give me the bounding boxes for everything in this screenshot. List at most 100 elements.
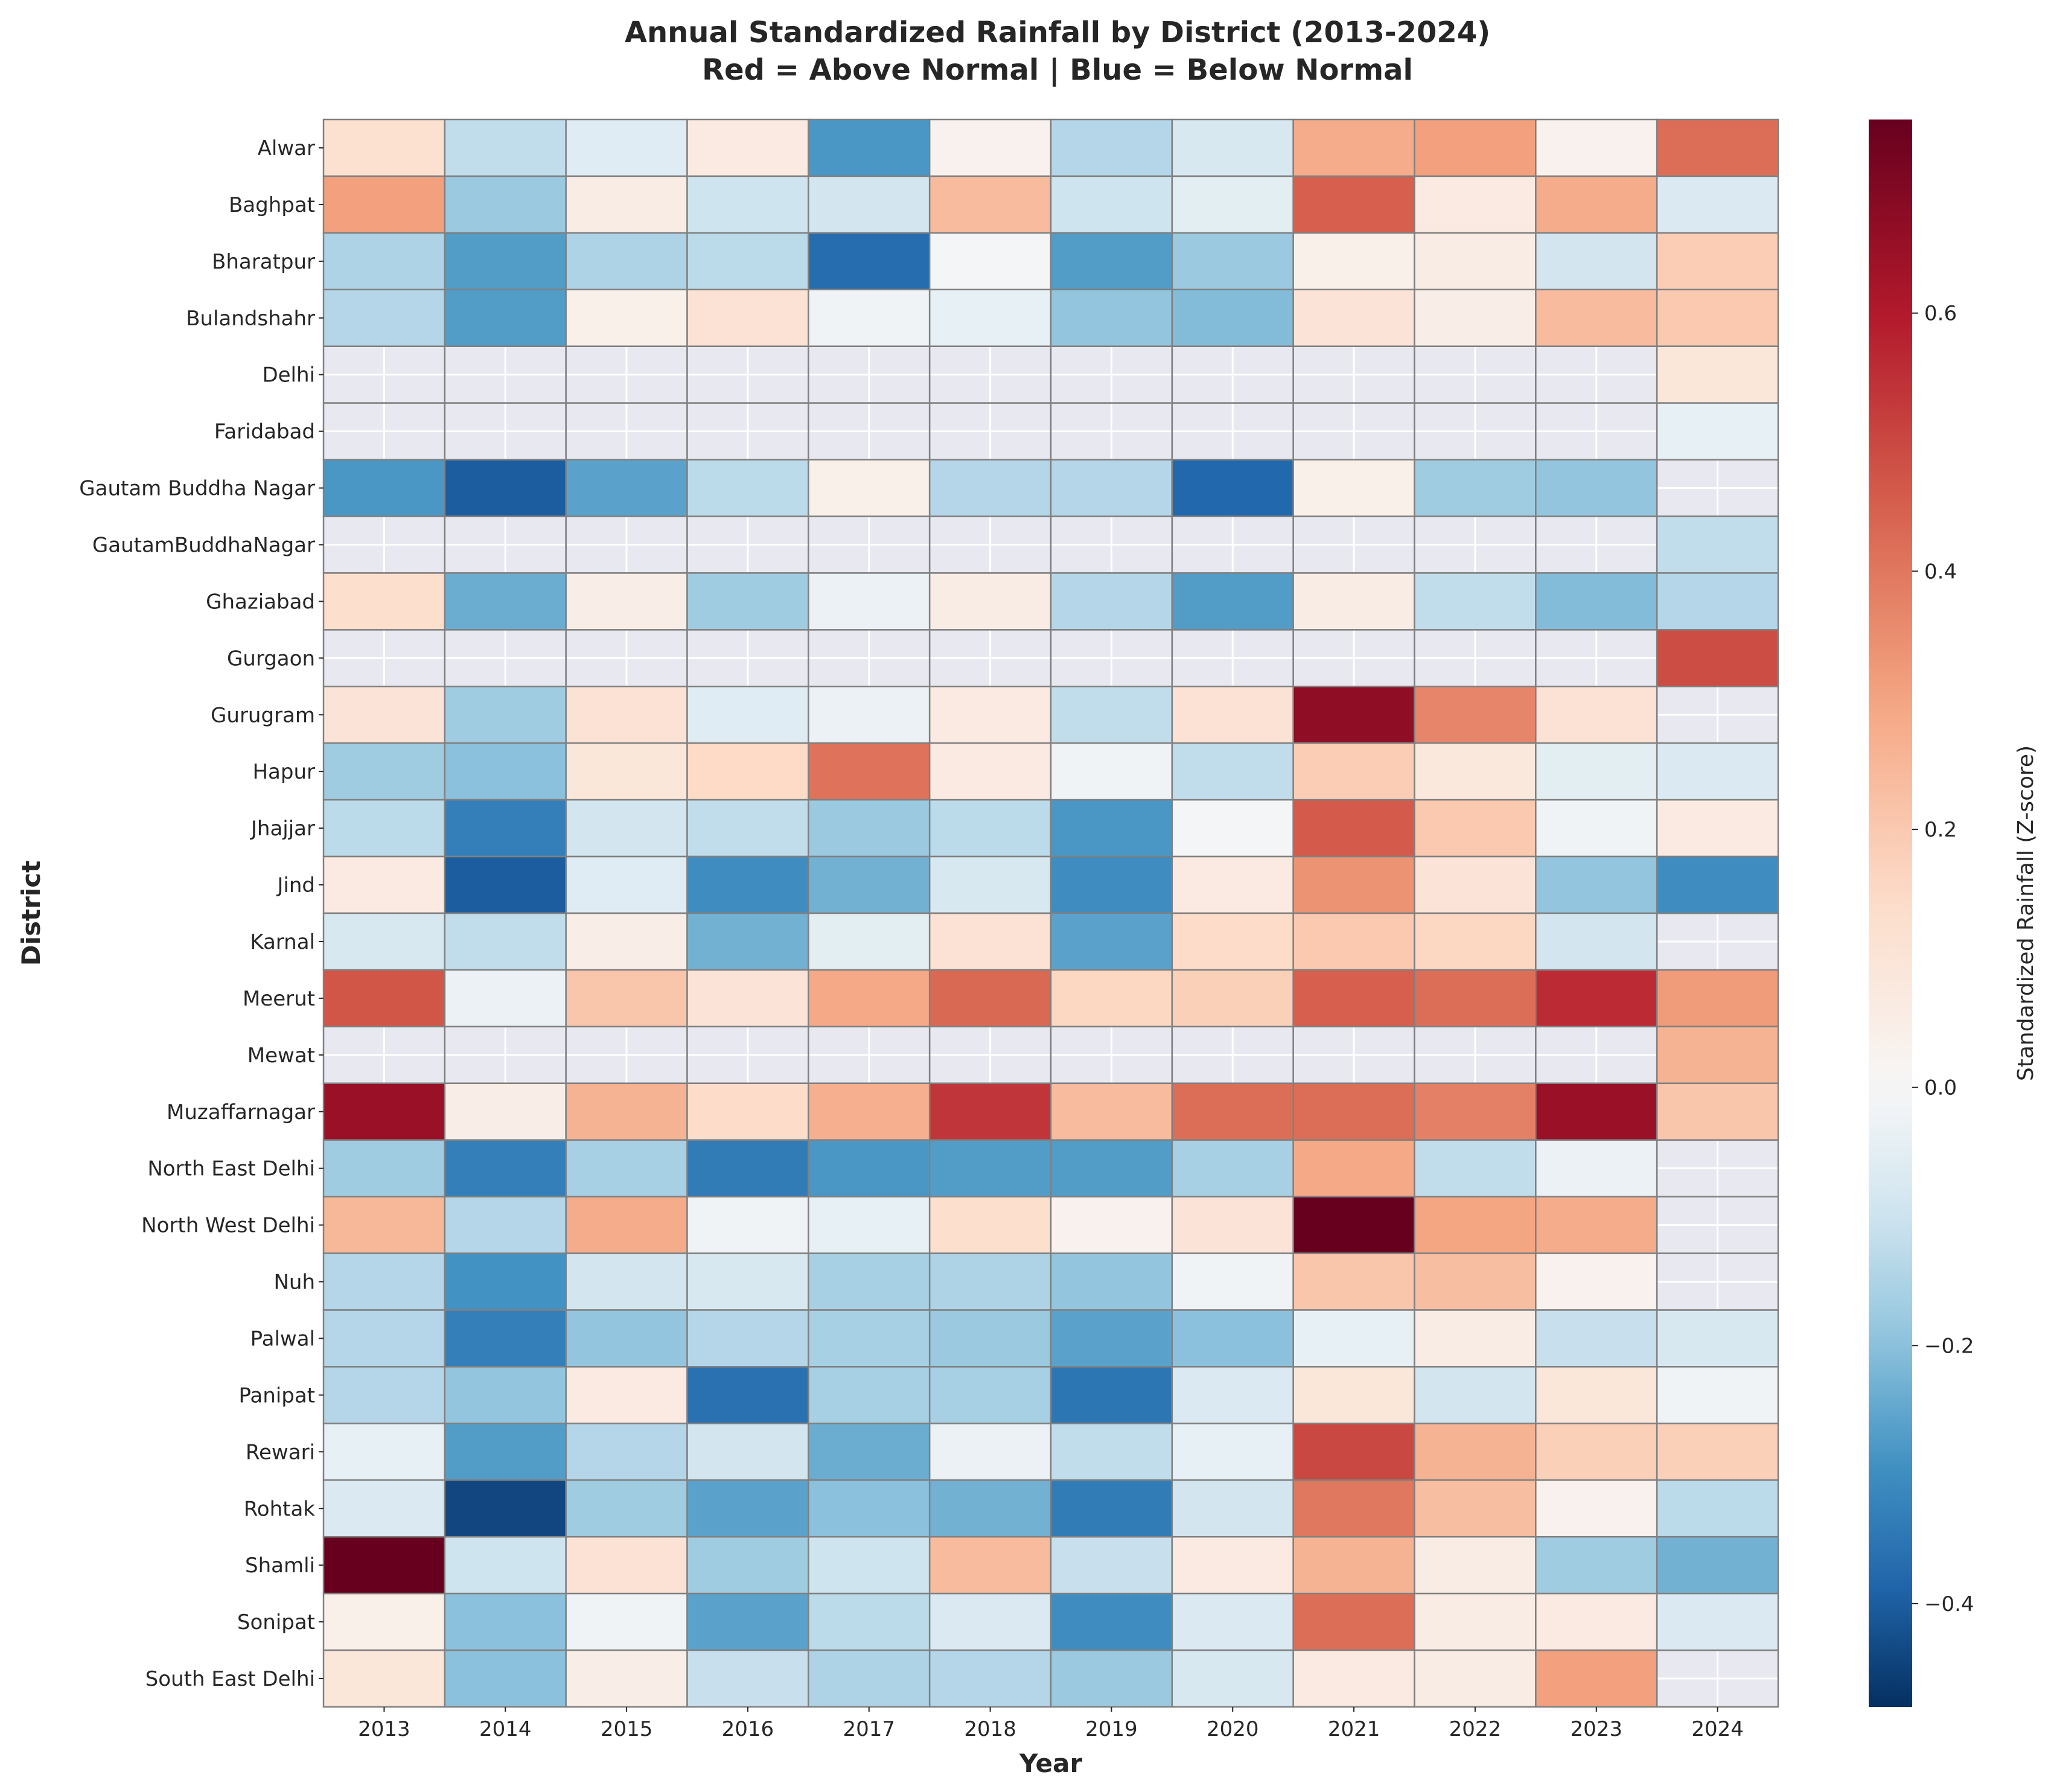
heatmap-cell bbox=[1414, 1535, 1537, 1595]
heatmap-cell bbox=[1050, 1196, 1173, 1254]
heatmap-cell bbox=[322, 855, 446, 914]
heatmap-cell bbox=[928, 175, 1052, 234]
heatmap-cell bbox=[565, 289, 688, 347]
heatmap-cell bbox=[1414, 799, 1537, 858]
heatmap-cell bbox=[1535, 1196, 1658, 1254]
heatmap-cell bbox=[1656, 1309, 1779, 1368]
heatmap-cell bbox=[1050, 742, 1173, 801]
heatmap-cell bbox=[1535, 1423, 1658, 1481]
heatmap-cell bbox=[322, 459, 446, 517]
heatmap-cell bbox=[1414, 686, 1537, 744]
heatmap-cell bbox=[1050, 1479, 1173, 1538]
heatmap-cell bbox=[928, 969, 1052, 1028]
year-label: 2020 bbox=[1207, 1717, 1259, 1741]
heatmap-cell bbox=[444, 969, 567, 1028]
heatmap-cell bbox=[1535, 572, 1658, 631]
district-label: Hapur bbox=[252, 760, 315, 784]
heatmap-cell bbox=[1656, 118, 1779, 177]
district-labels: Alwar Baghpat Bharatpur Bulandshahr Delhi Far… bbox=[79, 136, 324, 1691]
heatmap-cell bbox=[1535, 459, 1658, 517]
heatmap-cell bbox=[928, 232, 1052, 291]
heatmap-cell bbox=[1171, 1535, 1294, 1595]
heatmap-cell bbox=[808, 1139, 931, 1197]
heatmap-cell bbox=[1414, 742, 1537, 801]
heatmap-cell bbox=[1535, 1366, 1658, 1424]
colorbar bbox=[1869, 120, 1912, 1707]
heatmap-cell bbox=[1050, 572, 1173, 631]
heatmap-cell bbox=[808, 1592, 931, 1651]
heatmap-cell bbox=[1050, 175, 1173, 234]
heatmap-cell bbox=[686, 1649, 809, 1708]
heatmap-cell bbox=[1656, 402, 1779, 461]
heatmap-cell bbox=[808, 1196, 931, 1254]
district-label: Karnal bbox=[250, 930, 315, 954]
district-label: Delhi bbox=[262, 363, 315, 387]
year-label: 2016 bbox=[722, 1717, 774, 1741]
heatmap-cell bbox=[322, 1252, 446, 1311]
heatmap-cell bbox=[1414, 1479, 1537, 1538]
heatmap-cell bbox=[1292, 855, 1415, 914]
heatmap-cell bbox=[1535, 232, 1658, 291]
heatmap-cell bbox=[686, 459, 809, 517]
heatmap-cell bbox=[1171, 175, 1294, 234]
heatmap-cell bbox=[928, 799, 1052, 858]
colorbar-tick-label: −0.4 bbox=[1924, 1592, 1974, 1616]
heatmap-cell bbox=[1171, 855, 1294, 914]
heatmap-cell bbox=[1535, 289, 1658, 347]
heatmap-cell bbox=[1171, 118, 1294, 177]
heatmap-cell bbox=[1656, 345, 1779, 404]
heatmap-cell bbox=[686, 742, 809, 801]
heatmap-cell bbox=[928, 1479, 1052, 1538]
heatmap-cell bbox=[808, 912, 931, 971]
heatmap-cell bbox=[686, 1479, 809, 1538]
heatmap-cell bbox=[322, 1479, 446, 1538]
heatmap-cell bbox=[1171, 1309, 1294, 1368]
heatmap-cell bbox=[1414, 1252, 1537, 1311]
heatmap-cell bbox=[808, 1082, 931, 1141]
heatmap-cell bbox=[1171, 1082, 1294, 1141]
heatmap-cell bbox=[565, 459, 688, 517]
heatmap-cell bbox=[1171, 912, 1294, 971]
heatmap-cell bbox=[322, 1309, 446, 1368]
heatmap-cell bbox=[808, 969, 931, 1028]
district-label: Gurugram bbox=[211, 703, 315, 727]
colorbar-tick-label: 0.0 bbox=[1924, 1076, 1957, 1100]
heatmap-cell bbox=[1292, 1196, 1415, 1254]
heatmap-cell bbox=[565, 686, 688, 744]
heatmap-cell bbox=[1414, 572, 1537, 631]
heatmap-cell bbox=[1292, 1592, 1415, 1651]
colorbar-tick-label: 0.2 bbox=[1924, 818, 1957, 842]
heatmap-cell bbox=[1656, 969, 1779, 1028]
heatmap-cell bbox=[565, 912, 688, 971]
heatmap-cell bbox=[1656, 1366, 1779, 1424]
district-label: Rohtak bbox=[244, 1497, 316, 1521]
heatmap-cell bbox=[1171, 686, 1294, 744]
heatmap-cell bbox=[565, 1479, 688, 1538]
heatmap-cell bbox=[1414, 459, 1537, 517]
heatmap-cell bbox=[565, 1139, 688, 1197]
heatmap-cell bbox=[444, 1309, 567, 1368]
heatmap-cell bbox=[1535, 855, 1658, 914]
heatmap-cell bbox=[1414, 1592, 1537, 1651]
heatmap-cell bbox=[1535, 799, 1658, 858]
heatmap-cell bbox=[1171, 1592, 1294, 1651]
heatmap-cell bbox=[1535, 686, 1658, 744]
heatmap-cell bbox=[1292, 572, 1415, 631]
heatmap-cell bbox=[1050, 1082, 1173, 1141]
year-label: 2024 bbox=[1691, 1717, 1744, 1741]
district-label: North East Delhi bbox=[147, 1157, 315, 1181]
heatmap-cell bbox=[444, 1082, 567, 1141]
district-label: Meerut bbox=[243, 987, 315, 1011]
heatmap-cell bbox=[686, 1423, 809, 1481]
heatmap-cell bbox=[928, 118, 1052, 177]
district-label: Faridabad bbox=[214, 420, 315, 444]
colorbar-ticks: −0.4 −0.2 0.0 0.2 0.4 0.6 bbox=[1912, 302, 1974, 1616]
heatmap-cell bbox=[1050, 1366, 1173, 1424]
heatmap-cell bbox=[444, 1196, 567, 1254]
heatmap-cell bbox=[1171, 799, 1294, 858]
year-label: 2013 bbox=[358, 1717, 410, 1741]
heatmap-cell bbox=[1171, 1423, 1294, 1481]
heatmap-cell bbox=[928, 1366, 1052, 1424]
heatmap-cell bbox=[808, 289, 931, 347]
heatmap-cell bbox=[565, 1366, 688, 1424]
